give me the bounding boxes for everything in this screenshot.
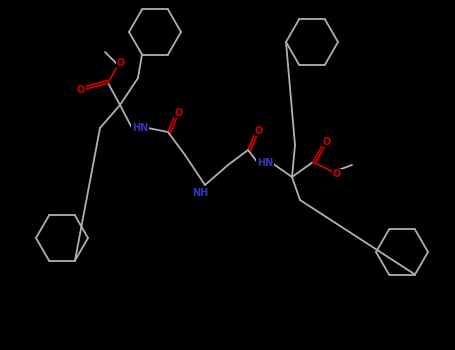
Text: HN: HN — [257, 158, 273, 168]
Text: O: O — [255, 126, 263, 136]
Text: O: O — [333, 169, 341, 179]
Text: O: O — [175, 108, 183, 118]
Text: O: O — [117, 58, 125, 68]
Text: HN: HN — [132, 123, 148, 133]
Text: NH: NH — [192, 188, 208, 198]
Text: O: O — [323, 137, 331, 147]
Text: O: O — [77, 85, 85, 95]
